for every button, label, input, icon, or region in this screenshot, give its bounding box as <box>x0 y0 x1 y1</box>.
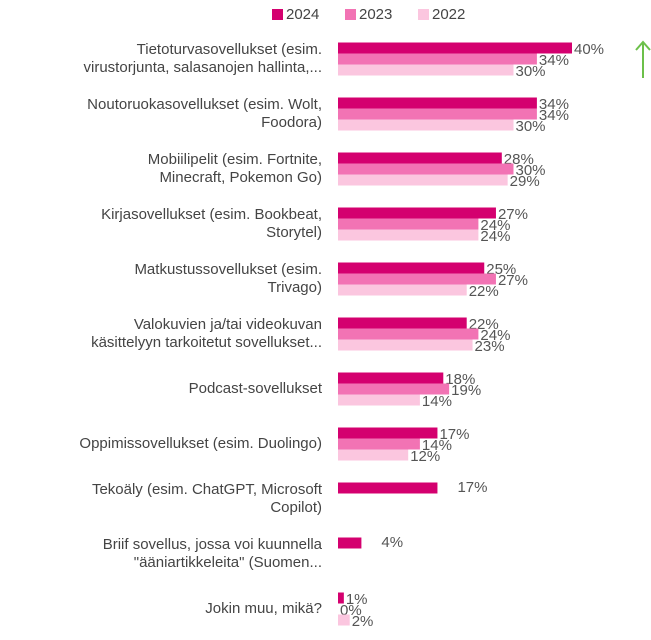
bar <box>338 229 479 241</box>
legend-label: 2022 <box>432 6 465 23</box>
legend-label: 2024 <box>286 6 319 23</box>
value-label: 29% <box>510 173 540 190</box>
bar <box>338 427 438 439</box>
value-label: 19% <box>451 382 481 399</box>
bar <box>338 394 420 406</box>
legend-swatch <box>418 9 429 20</box>
bar <box>338 97 537 109</box>
bar <box>338 438 420 450</box>
value-label: 24% <box>480 327 510 344</box>
bar <box>338 207 496 219</box>
value-label: 17% <box>457 479 487 496</box>
value-label: 34% <box>539 96 569 113</box>
bar <box>338 328 479 340</box>
category-label: Briif sovellus, jossa voi kuunnella "ääni… <box>103 536 323 571</box>
bar <box>338 174 508 186</box>
value-label: 14% <box>422 437 452 454</box>
value-label: 27% <box>498 272 528 289</box>
bar <box>338 218 479 230</box>
category-label: Mobiilipelit (esim. Fortnite, Minecraft, … <box>148 151 322 186</box>
bar <box>338 53 537 65</box>
value-label: 14% <box>422 393 452 410</box>
bar <box>338 614 350 626</box>
bar <box>338 482 438 494</box>
category-label: Podcast-sovellukset <box>189 380 323 397</box>
value-label: 30% <box>516 118 546 135</box>
value-label: 22% <box>469 283 499 300</box>
value-label: 12% <box>410 448 440 465</box>
value-label: 24% <box>480 217 510 234</box>
category-label: Matkustussovellukset (esim. Trivago) <box>134 261 322 296</box>
value-label: 30% <box>516 63 546 80</box>
category-label: Valokuvien ja/tai videokuvan käsittelyyn … <box>91 316 322 351</box>
bar <box>338 273 496 285</box>
legend-label: 2023 <box>359 6 392 23</box>
bar <box>338 262 485 274</box>
bar <box>338 152 502 164</box>
value-label: 24% <box>480 228 510 245</box>
bar <box>338 64 514 76</box>
value-label: 1% <box>346 591 368 608</box>
value-label: 18% <box>445 371 475 388</box>
category-label: Tekoäly (esim. ChatGPT, Microsoft Copilot… <box>92 481 323 516</box>
value-label: 23% <box>475 338 505 355</box>
value-label: 34% <box>539 107 569 124</box>
legend-swatch <box>272 9 283 20</box>
trend-arrow <box>635 40 651 78</box>
legend-swatch <box>345 9 356 20</box>
value-label: 2% <box>352 613 374 630</box>
bar <box>338 119 514 131</box>
category-label: Noutoruokasovellukset (esim. Wolt, Foodor… <box>87 96 322 131</box>
bar <box>338 317 467 329</box>
category-label: Kirjasovellukset (esim. Bookbeat, Storyte… <box>101 206 322 241</box>
bar <box>338 372 444 384</box>
value-label: 40% <box>574 41 604 58</box>
category-label: Tietoturvasovellukset (esim. virustorjunt… <box>84 41 322 76</box>
category-label: Jokin muu, mikä? <box>205 600 322 617</box>
bar <box>338 284 467 296</box>
bar <box>338 339 473 351</box>
bar <box>338 42 572 54</box>
bar <box>338 383 450 395</box>
value-label: 34% <box>539 52 569 69</box>
value-label: 17% <box>439 426 469 443</box>
value-label: 30% <box>516 162 546 179</box>
bar <box>338 108 537 120</box>
value-label: 27% <box>498 206 528 223</box>
category-label: Oppimissovellukset (esim. Duolingo) <box>79 435 322 452</box>
bar <box>338 163 514 175</box>
value-label: 4% <box>381 534 403 551</box>
bar <box>338 449 409 461</box>
bar <box>338 592 344 604</box>
bar <box>338 537 362 549</box>
